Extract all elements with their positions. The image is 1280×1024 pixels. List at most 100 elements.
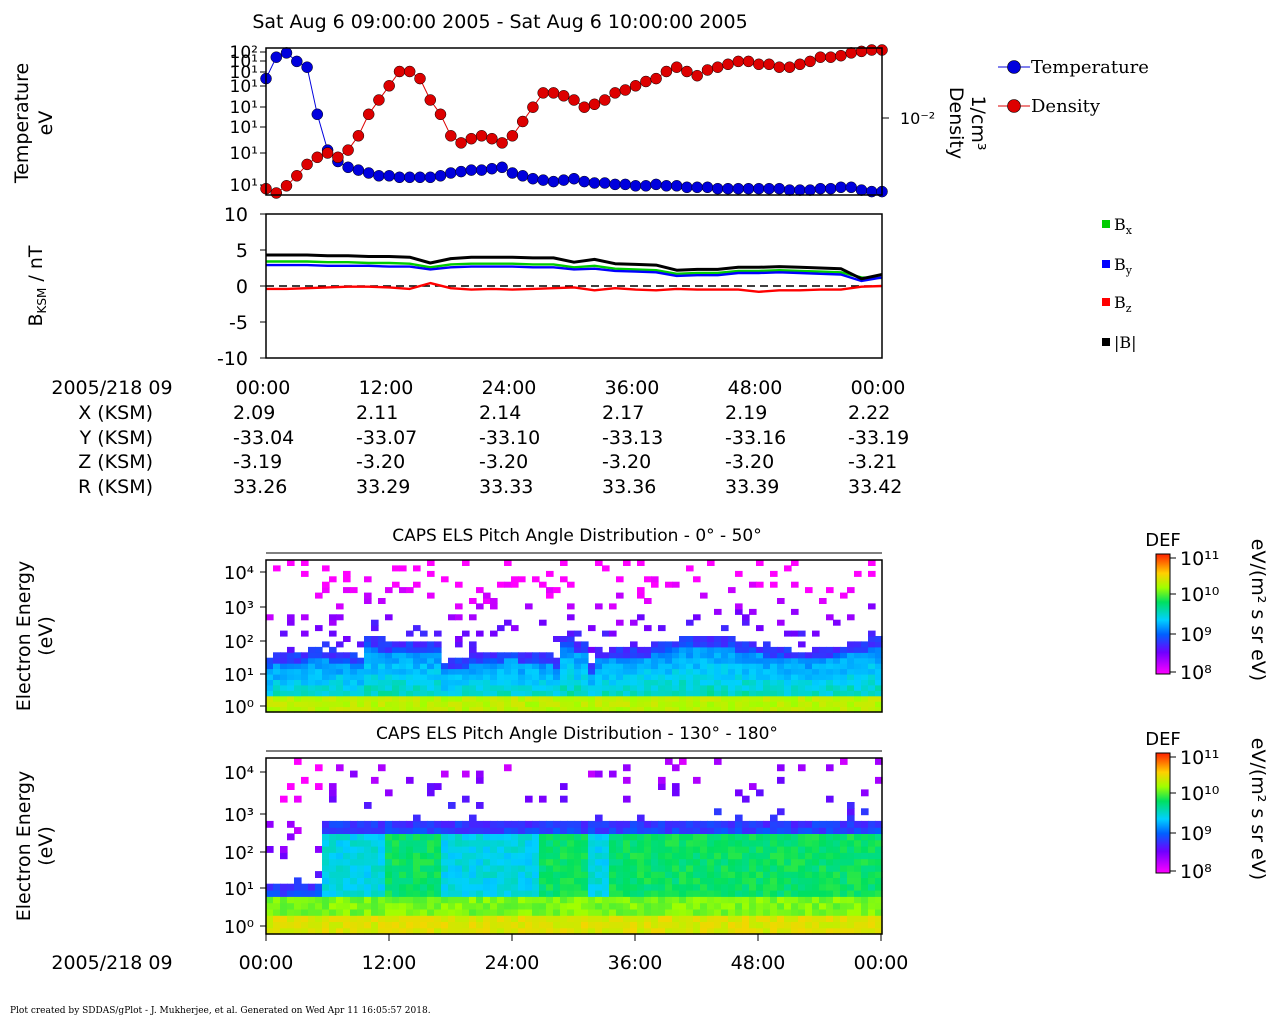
spectrogram-cell xyxy=(539,619,547,626)
spectrogram-cell xyxy=(504,619,512,626)
density-legend-label: Density xyxy=(1031,96,1101,117)
spectrogram-cell xyxy=(385,789,393,797)
density-point xyxy=(763,58,775,71)
spectrogram-cell xyxy=(861,858,869,866)
spectrogram-cell xyxy=(399,890,407,897)
spectrogram-cell xyxy=(385,679,393,686)
spectrogram-cell xyxy=(336,820,344,828)
spectrogram-cell xyxy=(588,927,596,935)
spectrogram-cell xyxy=(805,921,813,929)
spectrogram-cell xyxy=(476,908,484,916)
spectrogram-cell xyxy=(560,896,568,904)
spectrogram-cell xyxy=(602,864,610,872)
spectrogram-cell xyxy=(812,902,820,910)
spectrogram-cell xyxy=(784,565,792,572)
spectrogram-cell xyxy=(560,908,568,916)
ephemeris-cell: 2.17 xyxy=(602,402,644,424)
spectrogram-cell xyxy=(560,701,568,708)
spectrogram-cell xyxy=(826,902,834,910)
spectrogram-cell xyxy=(581,852,589,860)
spectrogram-cell xyxy=(602,915,610,922)
spectrogram-cell xyxy=(672,706,680,713)
spectrogram-cell xyxy=(287,927,295,935)
spectrogram-cell xyxy=(497,581,505,588)
spectrogram-cell xyxy=(567,858,575,866)
spectrogram-cell xyxy=(322,890,330,897)
spectrogram-cell xyxy=(546,839,554,847)
spectrogram-cell xyxy=(630,657,638,664)
spectrogram-cell xyxy=(532,864,540,872)
spectrogram-cell xyxy=(861,839,869,847)
spectrogram-cell xyxy=(434,827,442,834)
spectrogram-cell xyxy=(693,921,701,929)
density-point xyxy=(393,65,406,78)
spectrogram-cell xyxy=(343,915,351,922)
temperature-point xyxy=(722,182,734,195)
spectrogram-cell xyxy=(483,827,491,834)
spectrogram-cell xyxy=(420,695,428,702)
spectrogram-cell xyxy=(602,839,610,847)
spectrogram-cell xyxy=(469,663,477,670)
spectrogram-cell xyxy=(518,820,526,828)
spectrogram-cell xyxy=(728,846,736,853)
spectrogram-cell xyxy=(420,896,428,904)
spectrogram-cell xyxy=(273,690,281,697)
spectrogram-cell xyxy=(714,852,722,860)
spectrogram-cell xyxy=(770,877,778,885)
magnetic-panel-frame xyxy=(265,213,883,359)
spectrogram-cell xyxy=(378,871,386,878)
spectrogram-cell xyxy=(644,864,652,872)
spectrogram-cell xyxy=(329,908,337,916)
spectrogram-cell xyxy=(469,921,477,929)
spectrogram-cell xyxy=(819,598,827,604)
spectrogram-cell xyxy=(287,619,295,626)
spectrogram-cell xyxy=(455,679,463,686)
spectrogram-cell xyxy=(504,902,512,910)
spectrogram-cell xyxy=(840,846,848,853)
spectrogram-cell xyxy=(602,679,610,686)
spectrogram-cell xyxy=(574,684,582,691)
spectrogram-cell xyxy=(343,706,351,713)
spectrogram-cell xyxy=(672,646,680,653)
spectrogram-cell xyxy=(777,890,785,897)
spectrogram-cell xyxy=(833,883,841,891)
spectrogram-cell xyxy=(770,706,778,713)
spectrogram-cell xyxy=(497,833,505,841)
spectrogram-cell xyxy=(329,646,337,653)
spectrogram-cell xyxy=(406,864,414,872)
spectrogram-cell xyxy=(546,833,554,841)
spectrogram-cell xyxy=(581,641,589,648)
spectrogram-cell xyxy=(609,820,617,828)
spectrogram-cell xyxy=(805,833,813,841)
spectrogram-cell xyxy=(287,679,295,686)
spectrogram-cell xyxy=(756,921,764,929)
temperature-point xyxy=(794,184,806,196)
spectrogram-cell xyxy=(847,927,855,935)
spectrogram-cell xyxy=(273,565,281,572)
temperature-point xyxy=(537,174,549,186)
plot-title: Sat Aug 6 09:00:00 2005 - Sat Aug 6 10:0… xyxy=(252,11,747,33)
spectrogram-cell xyxy=(357,858,365,866)
spectrogram-cell xyxy=(819,679,827,686)
spectrogram-cell xyxy=(490,827,498,834)
spectrogram-cell xyxy=(672,827,680,834)
spectrogram-cell xyxy=(469,652,477,659)
spectrogram-cell xyxy=(686,695,694,702)
spectrogram-cell xyxy=(315,908,323,916)
spectrogram-cell xyxy=(560,846,568,853)
spectrogram-cell xyxy=(294,877,302,885)
spectrogram-cell xyxy=(805,852,813,860)
spectrogram-cell xyxy=(812,921,820,929)
temperature-point xyxy=(701,181,714,194)
spectrogram-cell xyxy=(490,877,498,885)
spectrogram-cell xyxy=(623,883,631,891)
spectrogram-cell xyxy=(560,663,568,670)
spectrogram-cell xyxy=(469,877,477,885)
spectrogram-cell xyxy=(553,846,561,853)
spectrogram-cell xyxy=(462,560,470,566)
spectrogram-cell xyxy=(469,839,477,847)
spectrogram-cell xyxy=(511,908,519,916)
spectrogram-cell xyxy=(336,674,344,680)
spectrogram-cell xyxy=(868,630,876,637)
spectrogram-cell xyxy=(861,883,869,891)
